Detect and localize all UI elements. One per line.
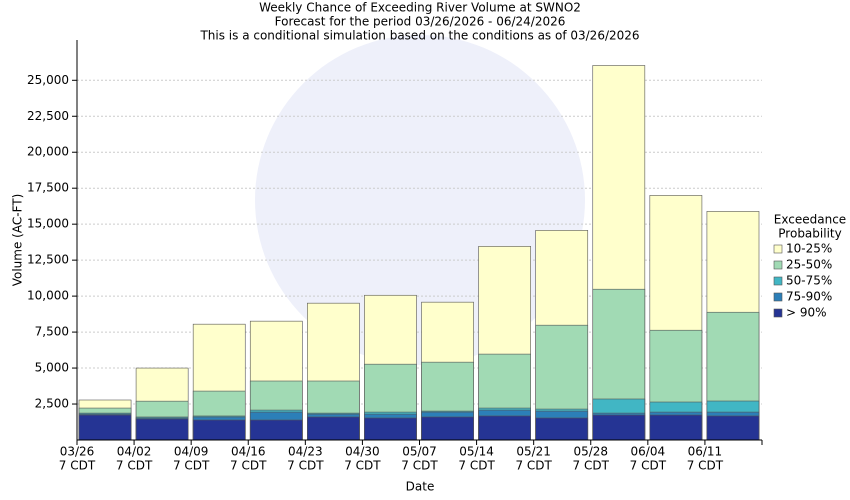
bar bbox=[535, 417, 589, 441]
y-tick-label: 2,500 bbox=[35, 397, 69, 411]
bar bbox=[249, 419, 303, 441]
chart-subtitle: This is a conditional simulation based o… bbox=[199, 29, 639, 43]
y-tick-label: 17,500 bbox=[27, 181, 69, 195]
bar bbox=[364, 417, 417, 441]
y-tick-label: 22,500 bbox=[27, 109, 69, 123]
chart-subtitle: Forecast for the period 03/26/2026 - 06/… bbox=[275, 15, 566, 29]
legend-label: 75-90% bbox=[786, 290, 832, 304]
x-tick-sublabel: 7 CDT bbox=[116, 459, 153, 473]
x-tick-sublabel: 7 CDT bbox=[287, 459, 324, 473]
x-tick-label: 04/23 bbox=[288, 445, 323, 459]
bar bbox=[592, 414, 646, 441]
x-tick-label: 05/21 bbox=[516, 445, 551, 459]
x-tick-label: 05/14 bbox=[459, 445, 494, 459]
x-tick-sublabel: 7 CDT bbox=[230, 459, 267, 473]
bar bbox=[135, 418, 189, 441]
y-tick-label: 25,000 bbox=[27, 73, 69, 87]
bar bbox=[192, 419, 246, 441]
x-tick-label: 06/11 bbox=[688, 445, 723, 459]
bar bbox=[649, 414, 703, 441]
legend-title: Exceedance bbox=[774, 213, 846, 227]
x-tick-sublabel: 7 CDT bbox=[515, 459, 552, 473]
bar bbox=[421, 416, 474, 441]
x-tick-sublabel: 7 CDT bbox=[687, 459, 724, 473]
y-tick-label: 20,000 bbox=[27, 145, 69, 159]
bar bbox=[478, 415, 531, 441]
x-tick-label: 05/28 bbox=[573, 445, 608, 459]
x-tick-sublabel: 7 CDT bbox=[173, 459, 210, 473]
x-tick-label: 03/26 bbox=[60, 445, 95, 459]
legend-swatch bbox=[773, 244, 783, 254]
legend-swatch bbox=[773, 308, 783, 318]
y-tick-label: 10,000 bbox=[27, 289, 69, 303]
x-tick-label: 05/07 bbox=[402, 445, 437, 459]
y-tick-label: 15,000 bbox=[27, 217, 69, 231]
x-tick-sublabel: 7 CDT bbox=[630, 459, 667, 473]
legend-label: 10-25% bbox=[786, 242, 832, 256]
x-tick-label: 04/16 bbox=[231, 445, 266, 459]
bar bbox=[706, 415, 760, 441]
legend-title: Probability bbox=[778, 227, 841, 241]
legend-swatch bbox=[773, 292, 783, 302]
x-tick-label: 04/02 bbox=[117, 445, 152, 459]
y-tick-label: 12,500 bbox=[27, 253, 69, 267]
legend-label: 25-50% bbox=[786, 258, 832, 272]
x-tick-sublabel: 7 CDT bbox=[401, 459, 438, 473]
legend-label: > 90% bbox=[786, 306, 827, 320]
y-axis-label: Volume (AC-FT) bbox=[11, 194, 25, 287]
x-tick-sublabel: 7 CDT bbox=[344, 459, 381, 473]
x-tick-label: 04/30 bbox=[345, 445, 380, 459]
x-tick-label: 06/04 bbox=[631, 445, 666, 459]
x-tick-sublabel: 7 CDT bbox=[573, 459, 610, 473]
legend-swatch bbox=[773, 260, 783, 270]
x-tick-sublabel: 7 CDT bbox=[59, 459, 96, 473]
bar bbox=[307, 416, 360, 441]
y-tick-label: 7,500 bbox=[35, 325, 69, 339]
chart-title: Weekly Chance of Exceeding River Volume … bbox=[259, 1, 581, 15]
bar bbox=[78, 414, 132, 441]
legend-label: 50-75% bbox=[786, 274, 832, 288]
x-tick-label: 04/09 bbox=[174, 445, 209, 459]
x-tick-sublabel: 7 CDT bbox=[458, 459, 495, 473]
legend-swatch bbox=[773, 276, 783, 286]
y-tick-label: 5,000 bbox=[35, 361, 69, 375]
x-axis-label: Date bbox=[406, 480, 435, 494]
